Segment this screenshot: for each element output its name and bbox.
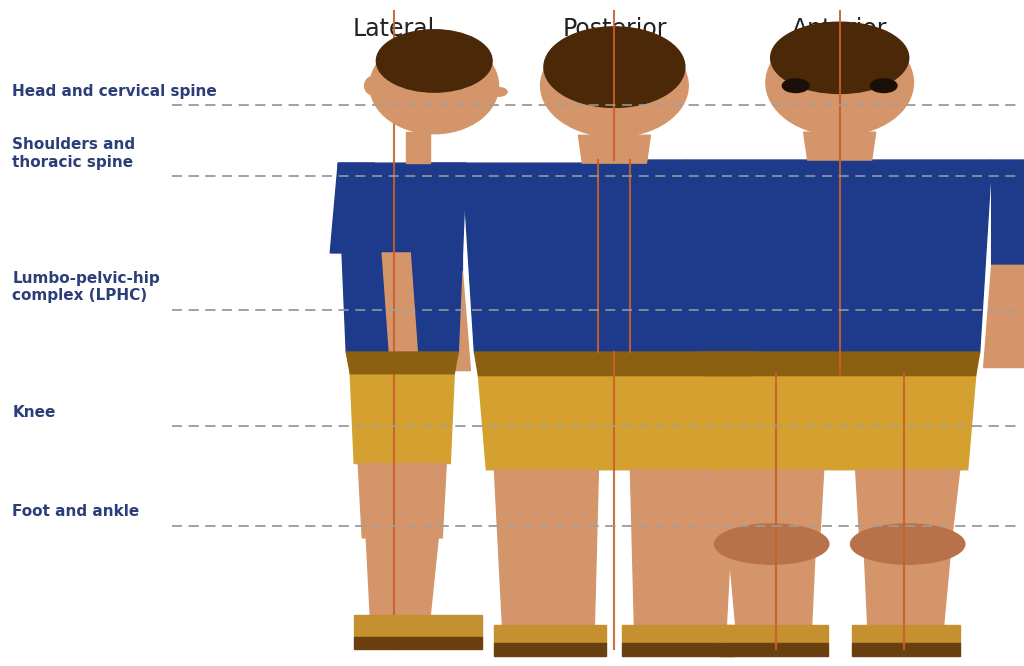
Polygon shape [423, 272, 470, 370]
Ellipse shape [782, 79, 809, 93]
Ellipse shape [766, 30, 913, 135]
Polygon shape [495, 470, 598, 625]
Ellipse shape [489, 87, 507, 97]
Polygon shape [354, 615, 482, 637]
Polygon shape [623, 625, 734, 643]
Text: Anterior: Anterior [792, 17, 888, 41]
Polygon shape [991, 160, 1024, 265]
Polygon shape [623, 643, 734, 655]
Ellipse shape [370, 38, 499, 134]
Polygon shape [640, 160, 688, 265]
Polygon shape [495, 643, 606, 655]
Ellipse shape [544, 27, 685, 107]
Ellipse shape [541, 35, 688, 137]
Polygon shape [699, 352, 980, 376]
Polygon shape [804, 132, 876, 160]
Polygon shape [463, 163, 766, 352]
Polygon shape [338, 163, 466, 352]
Polygon shape [354, 637, 482, 649]
Polygon shape [382, 253, 418, 364]
Ellipse shape [851, 524, 965, 564]
Polygon shape [415, 163, 463, 272]
Polygon shape [478, 376, 751, 470]
Polygon shape [358, 464, 446, 538]
Polygon shape [720, 643, 827, 655]
Polygon shape [852, 643, 959, 655]
Polygon shape [367, 538, 438, 615]
Text: Posterior: Posterior [562, 17, 667, 41]
Polygon shape [703, 376, 976, 470]
Ellipse shape [715, 524, 828, 564]
Polygon shape [474, 352, 755, 376]
Polygon shape [720, 625, 827, 643]
Polygon shape [728, 538, 816, 625]
Polygon shape [331, 163, 382, 253]
Ellipse shape [365, 76, 386, 96]
Polygon shape [984, 265, 1024, 368]
Polygon shape [407, 132, 430, 163]
Polygon shape [852, 625, 959, 643]
Polygon shape [863, 538, 951, 625]
Polygon shape [856, 470, 959, 538]
Polygon shape [346, 352, 458, 374]
Text: Head and cervical spine: Head and cervical spine [12, 83, 217, 99]
Text: Foot and ankle: Foot and ankle [12, 504, 139, 519]
Polygon shape [720, 470, 823, 538]
Text: Lumbo-pelvic-hip
complex (LPHC): Lumbo-pelvic-hip complex (LPHC) [12, 270, 160, 303]
Ellipse shape [771, 22, 908, 93]
Polygon shape [579, 135, 650, 163]
Text: Shoulders and
thoracic spine: Shoulders and thoracic spine [12, 137, 135, 170]
Polygon shape [688, 160, 991, 352]
Text: Lateral: Lateral [353, 17, 435, 41]
Polygon shape [495, 625, 606, 643]
Ellipse shape [377, 30, 493, 92]
Polygon shape [631, 470, 734, 625]
Ellipse shape [870, 79, 897, 93]
Polygon shape [648, 265, 695, 368]
Polygon shape [350, 374, 455, 464]
Polygon shape [766, 163, 814, 272]
Text: Knee: Knee [12, 404, 55, 420]
Polygon shape [759, 272, 806, 370]
